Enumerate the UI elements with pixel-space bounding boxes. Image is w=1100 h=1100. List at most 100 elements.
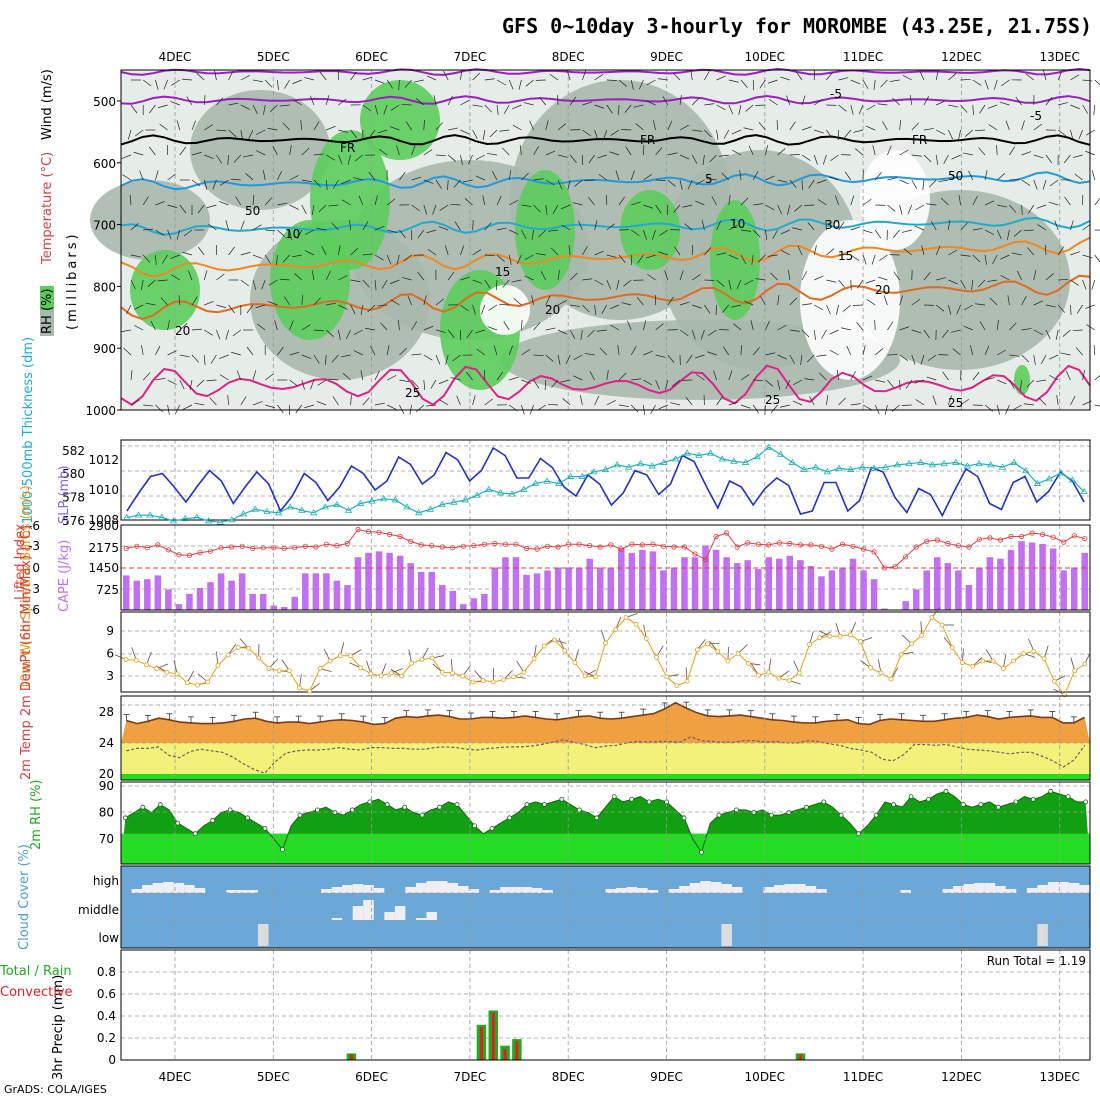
rh-point xyxy=(908,794,914,799)
thickness-point xyxy=(706,449,715,456)
cape-bar xyxy=(365,552,372,610)
wind-barb xyxy=(1048,201,1059,206)
wind-barb xyxy=(1057,246,1064,256)
cape-tick-label: 1450 xyxy=(88,561,119,575)
date-label-top: 9DEC xyxy=(650,50,683,64)
panel-frame xyxy=(120,524,1091,611)
wind-barb xyxy=(813,98,823,106)
wind-barb xyxy=(618,104,620,116)
wind-barb xyxy=(155,201,165,206)
wind-barb xyxy=(599,347,608,356)
wind-barb xyxy=(759,79,766,89)
lifted-point xyxy=(271,545,277,551)
wind-barb xyxy=(235,196,242,206)
wind-barb xyxy=(227,154,229,165)
wind-barb xyxy=(645,254,656,259)
wind-barb xyxy=(1082,279,1087,290)
cloud-high-bar xyxy=(415,883,427,893)
cape-bar xyxy=(417,571,425,610)
wind-barb xyxy=(374,279,377,290)
wind-barb xyxy=(574,179,583,187)
wind-barb xyxy=(1013,229,1022,237)
rh-region xyxy=(515,170,575,290)
wind-barb xyxy=(122,174,132,181)
wind-barb xyxy=(545,327,556,331)
wind-barb xyxy=(197,246,205,256)
precip-panel: 00.20.40.60.8 xyxy=(97,949,1091,1067)
wind-barb xyxy=(997,379,1007,385)
wind-barb xyxy=(821,329,827,339)
ylabel-wind10: 10m Wind Speed & Barbs (m/s) xyxy=(19,485,34,690)
wind-barb xyxy=(289,145,292,156)
wind-barb xyxy=(1093,344,1096,356)
wind-barb xyxy=(313,179,322,188)
wind-barb xyxy=(682,204,693,208)
wind-barb xyxy=(269,104,278,113)
thickness-point xyxy=(123,513,131,520)
wind-barb xyxy=(610,324,620,331)
wind10-point xyxy=(552,637,557,643)
wind-barb xyxy=(987,279,998,282)
wind-barb xyxy=(525,79,534,87)
wind-barb xyxy=(785,379,791,390)
cape-bar xyxy=(628,552,636,610)
rh-point xyxy=(629,796,635,802)
cloud-high-bar xyxy=(184,885,195,893)
wind-barb xyxy=(882,121,888,131)
wind-barb xyxy=(411,321,418,331)
cape-bar xyxy=(976,567,983,610)
wind-barb xyxy=(1023,403,1034,406)
cloud-high-bar xyxy=(194,888,206,893)
wind-barb xyxy=(874,348,884,356)
wind-barb xyxy=(232,329,242,337)
rh-point xyxy=(437,804,443,810)
precip-tick-label: 0.6 xyxy=(97,987,116,1001)
wind-barb xyxy=(750,320,754,331)
wind-barb xyxy=(191,328,202,331)
thickness-point xyxy=(356,499,365,506)
wind-barb xyxy=(472,249,482,256)
wind-barb xyxy=(362,221,369,231)
wind-barb xyxy=(777,354,787,360)
wind-barb xyxy=(252,401,263,406)
wind-barb xyxy=(618,254,626,263)
wind-barb xyxy=(915,399,925,406)
wind-barb xyxy=(284,296,290,306)
precip-tick-label: 0 xyxy=(108,1053,116,1067)
cloud-high-bar xyxy=(500,887,511,893)
wind-barb xyxy=(1078,129,1083,140)
thickness-point xyxy=(765,443,773,450)
wind-barb xyxy=(621,129,632,131)
wind-barb xyxy=(240,279,249,287)
cloud-high-bar xyxy=(510,887,522,893)
lifted-point xyxy=(523,545,530,552)
lifted-point xyxy=(702,556,709,563)
thickness-point xyxy=(590,468,598,475)
wind-barb xyxy=(155,79,159,90)
wind-barb xyxy=(130,279,136,290)
wind-barb xyxy=(594,220,598,231)
thickness-point xyxy=(251,505,259,512)
wind-barb xyxy=(438,379,449,385)
wind-barb xyxy=(167,350,177,356)
isotherm-line xyxy=(120,134,1091,146)
rh-point xyxy=(786,810,792,815)
lifted-point xyxy=(745,540,751,546)
wind-barb xyxy=(594,250,604,256)
temp-line xyxy=(126,701,1085,726)
rh-tick-label: 80 xyxy=(99,806,114,820)
wind-barb xyxy=(636,297,644,306)
wind-barb xyxy=(438,226,449,231)
wind-barb xyxy=(978,147,986,156)
wind-barb xyxy=(899,179,909,185)
wind-barb xyxy=(772,229,778,239)
wind-barb xyxy=(1028,204,1035,214)
wind-barb xyxy=(533,146,539,156)
wind-barb xyxy=(984,254,987,265)
wind-barb xyxy=(716,396,723,406)
wind-barb xyxy=(439,204,449,211)
wind-barb xyxy=(862,79,869,89)
rh-point xyxy=(175,820,181,826)
wind-barb xyxy=(722,346,730,356)
wind-barb xyxy=(150,320,156,331)
